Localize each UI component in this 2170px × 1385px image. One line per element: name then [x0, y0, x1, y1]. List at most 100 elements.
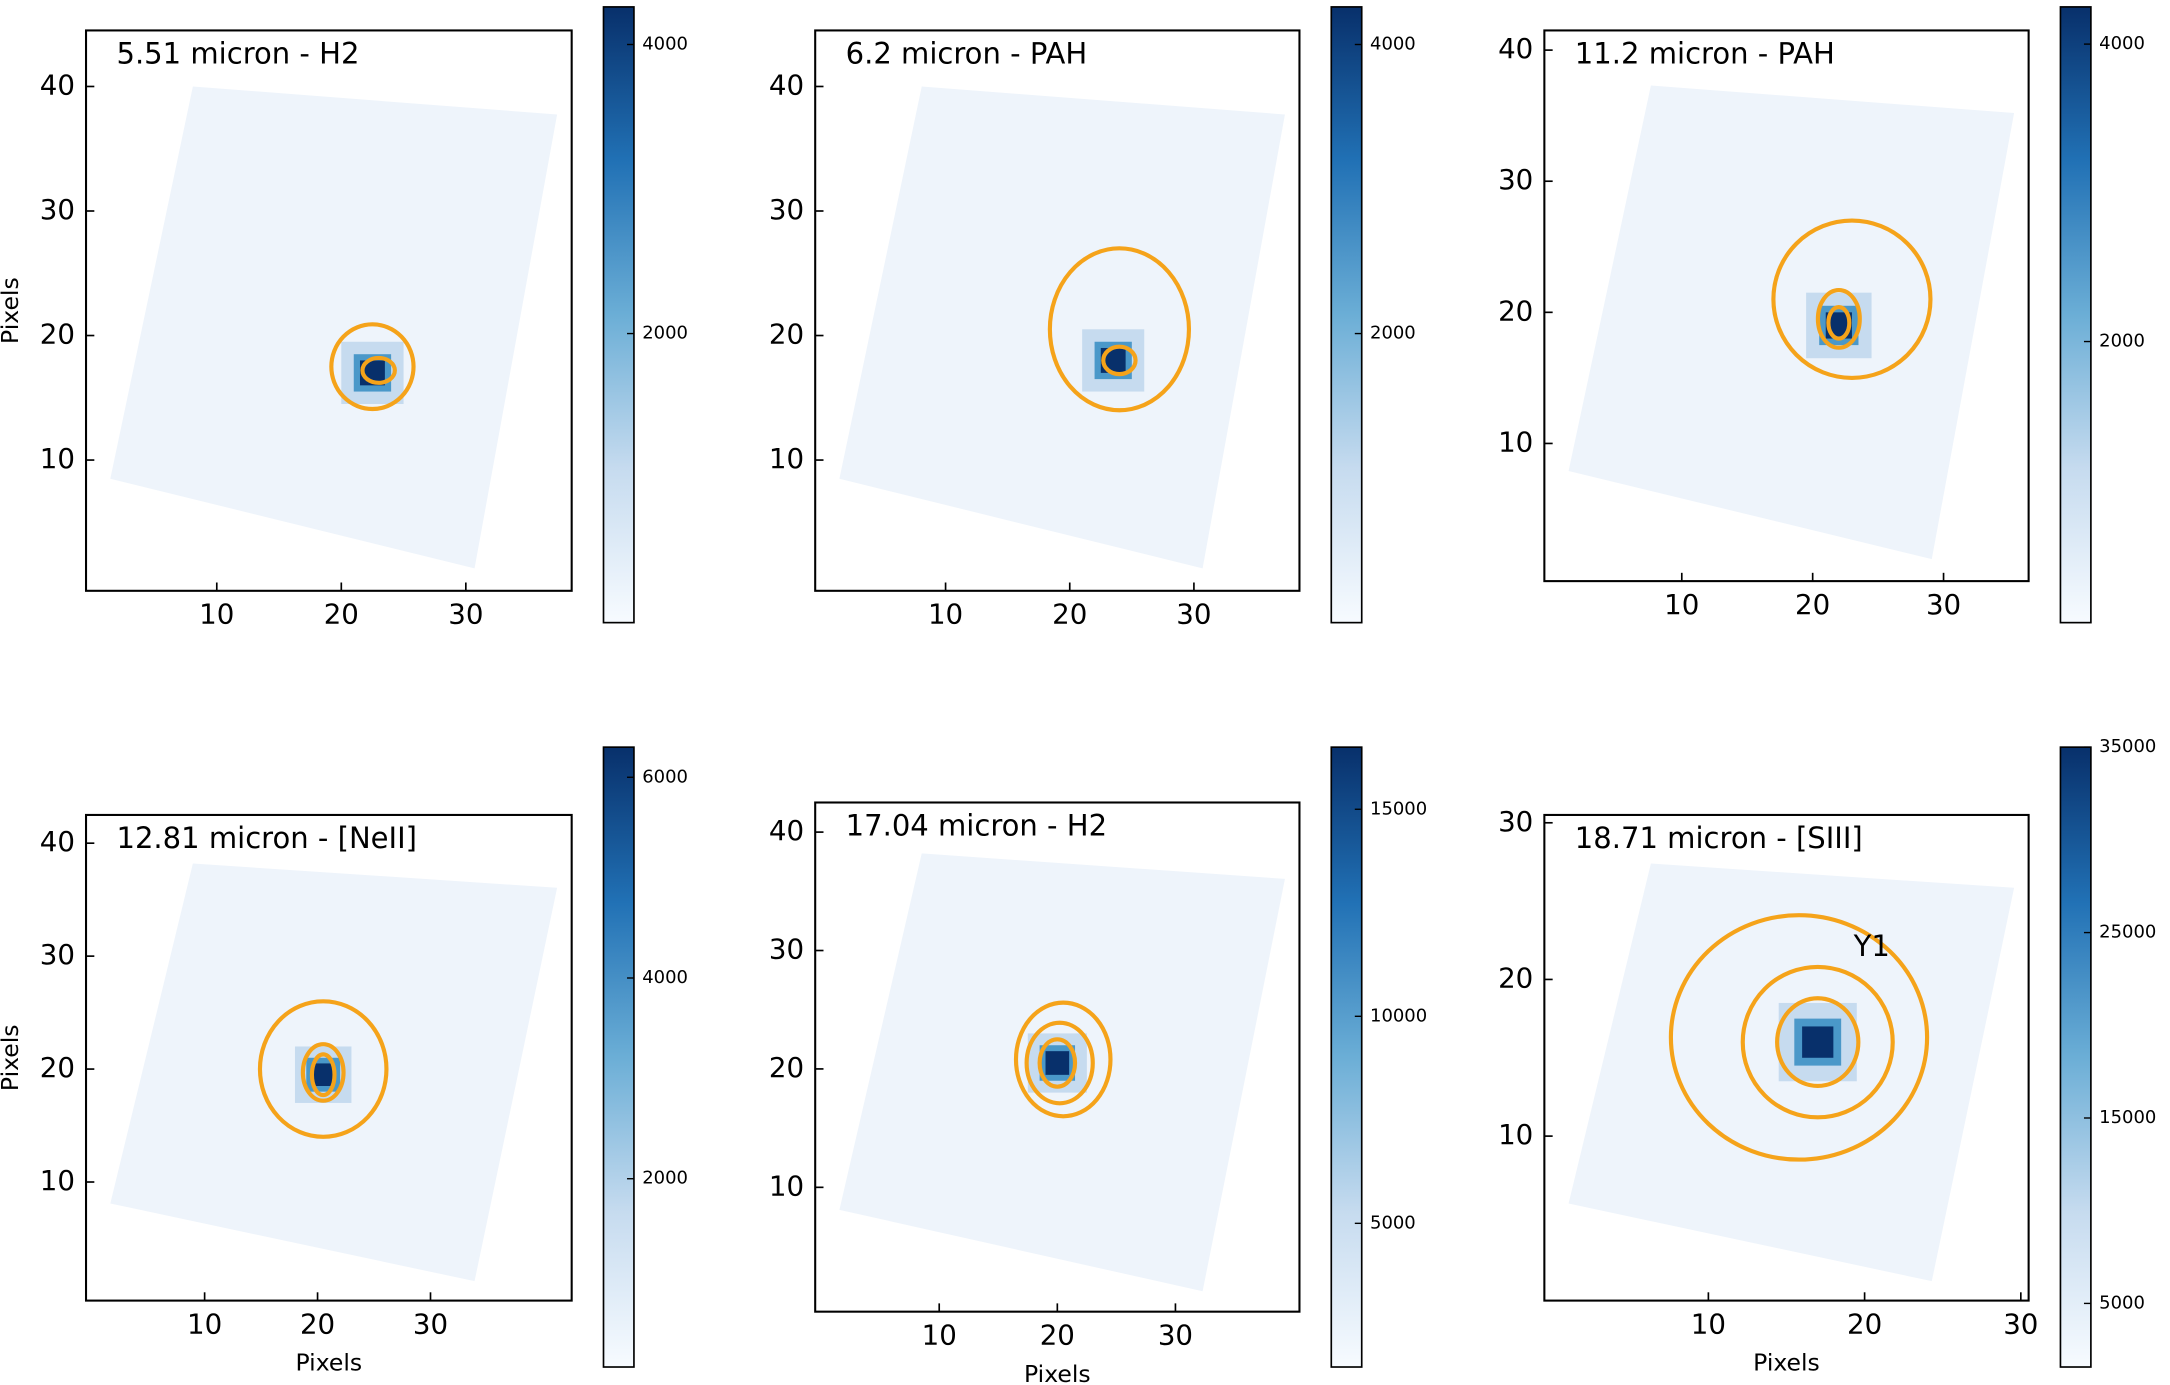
contour [360, 355, 397, 385]
panel-title: 17.04 micron - H2 [846, 808, 1107, 842]
y-tick-label: 10 [1498, 425, 1533, 458]
x-axis-label: Pixels [1024, 1360, 1091, 1385]
image-footprint [110, 86, 558, 569]
y-tick-label: 30 [1498, 805, 1533, 838]
colorbar-tick-label: 4000 [2099, 33, 2145, 54]
axes-frame [1543, 29, 2030, 583]
y-tick-label: 10 [40, 442, 75, 475]
colorbar-tick-label: 4000 [642, 33, 688, 54]
colorbar-tick-label: 2000 [642, 323, 688, 344]
y-axis-label: Pixels [0, 1024, 24, 1091]
x-tick-label: 20 [300, 1308, 335, 1341]
x-tick-label: 20 [324, 598, 359, 631]
contour [1047, 246, 1192, 413]
colorbar-tick-label: 2000 [1370, 323, 1416, 344]
y-tick-label: 20 [40, 318, 75, 351]
y-tick-label: 20 [1498, 961, 1533, 994]
panel-title: 12.81 micron - [NeII] [116, 821, 417, 855]
y-tick-label: 10 [40, 1164, 75, 1197]
contour [329, 322, 416, 412]
x-tick-label: 20 [1040, 1319, 1075, 1352]
x-tick-label: 10 [187, 1308, 222, 1341]
x-axis-label: Pixels [1753, 1349, 1820, 1377]
peak-pixel [1045, 1051, 1070, 1075]
x-tick-label: 20 [1052, 598, 1087, 631]
panel-title: 18.71 micron - [SIII] [1575, 821, 1863, 855]
colorbar-tick-label: 35000 [2099, 736, 2156, 757]
colorbar-tick-label: 5000 [1370, 1212, 1416, 1233]
colorbar-tick-label: 15000 [1370, 798, 1427, 819]
colorbar [602, 6, 635, 624]
colorbar [2059, 6, 2092, 624]
contour [1024, 1020, 1095, 1106]
colorbar [1330, 746, 1363, 1368]
axes-frame [814, 29, 1301, 592]
colorbar-tick-label: 4000 [642, 967, 688, 988]
y-tick-label: 40 [40, 68, 75, 101]
x-tick-label: 10 [199, 598, 234, 631]
y-tick-label: 40 [769, 814, 804, 847]
contour [1826, 305, 1852, 341]
y-tick-label: 30 [40, 938, 75, 971]
axes-frame [84, 813, 573, 1302]
y-tick-label: 10 [1498, 1118, 1533, 1151]
contour [1101, 344, 1138, 377]
contour [1668, 913, 1930, 1162]
colorbar-tick-label: 5000 [2099, 1292, 2145, 1313]
image-footprint [1568, 85, 2015, 560]
x-tick-label: 30 [1158, 1319, 1193, 1352]
contour [257, 999, 389, 1139]
y-tick-label: 30 [769, 193, 804, 226]
colorbar-tick-label: 2000 [642, 1168, 688, 1189]
x-tick-label: 20 [1847, 1308, 1882, 1341]
contour [1775, 996, 1861, 1089]
panel-title: 11.2 micron - PAH [1575, 36, 1835, 70]
panel-title: 5.51 micron - H2 [116, 36, 359, 70]
colorbar-tick-label: 10000 [1370, 1005, 1427, 1026]
y-tick-label: 10 [769, 1169, 804, 1202]
y-tick-label: 30 [769, 933, 804, 966]
y-tick-label: 40 [40, 825, 75, 858]
x-tick-label: 10 [922, 1319, 957, 1352]
colorbar [2059, 746, 2092, 1368]
x-tick-label: 10 [928, 598, 963, 631]
axes-frame [1543, 813, 2030, 1302]
x-tick-label: 30 [413, 1308, 448, 1341]
x-tick-label: 20 [1795, 588, 1830, 621]
panel-title: 6.2 micron - PAH [846, 36, 1088, 70]
y-tick-label: 40 [769, 68, 804, 101]
axes-frame [84, 29, 573, 592]
y-tick-label: 20 [769, 1051, 804, 1084]
y-tick-label: 20 [1498, 294, 1533, 327]
colorbar [602, 746, 635, 1368]
image-footprint [839, 86, 1285, 569]
y-axis-label: Pixels [0, 277, 24, 344]
y-tick-label: 20 [40, 1051, 75, 1084]
annotation: Y1 [1853, 929, 1890, 963]
contour [1740, 964, 1895, 1120]
x-tick-label: 30 [1926, 588, 1961, 621]
contour [300, 1042, 346, 1103]
peak-pixel [1802, 1026, 1834, 1058]
colorbar [1330, 6, 1363, 624]
contour [309, 1052, 337, 1098]
x-tick-label: 30 [1176, 598, 1211, 631]
colorbar-tick-label: 15000 [2099, 1107, 2156, 1128]
x-tick-label: 30 [448, 598, 483, 631]
y-tick-label: 20 [769, 318, 804, 351]
colorbar-tick-label: 4000 [1370, 33, 1416, 54]
x-tick-label: 10 [1664, 588, 1699, 621]
colorbar-tick-label: 2000 [2099, 331, 2145, 352]
contour [1815, 287, 1862, 350]
peak-pixel [311, 1063, 335, 1087]
y-tick-label: 40 [1498, 32, 1533, 65]
y-tick-label: 10 [769, 442, 804, 475]
y-tick-label: 30 [1498, 163, 1533, 196]
contour [1771, 218, 1933, 380]
y-tick-label: 30 [40, 193, 75, 226]
x-axis-label: Pixels [296, 1349, 363, 1377]
x-tick-label: 10 [1691, 1308, 1726, 1341]
contour [1037, 1037, 1078, 1089]
colorbar-tick-label: 25000 [2099, 922, 2156, 943]
